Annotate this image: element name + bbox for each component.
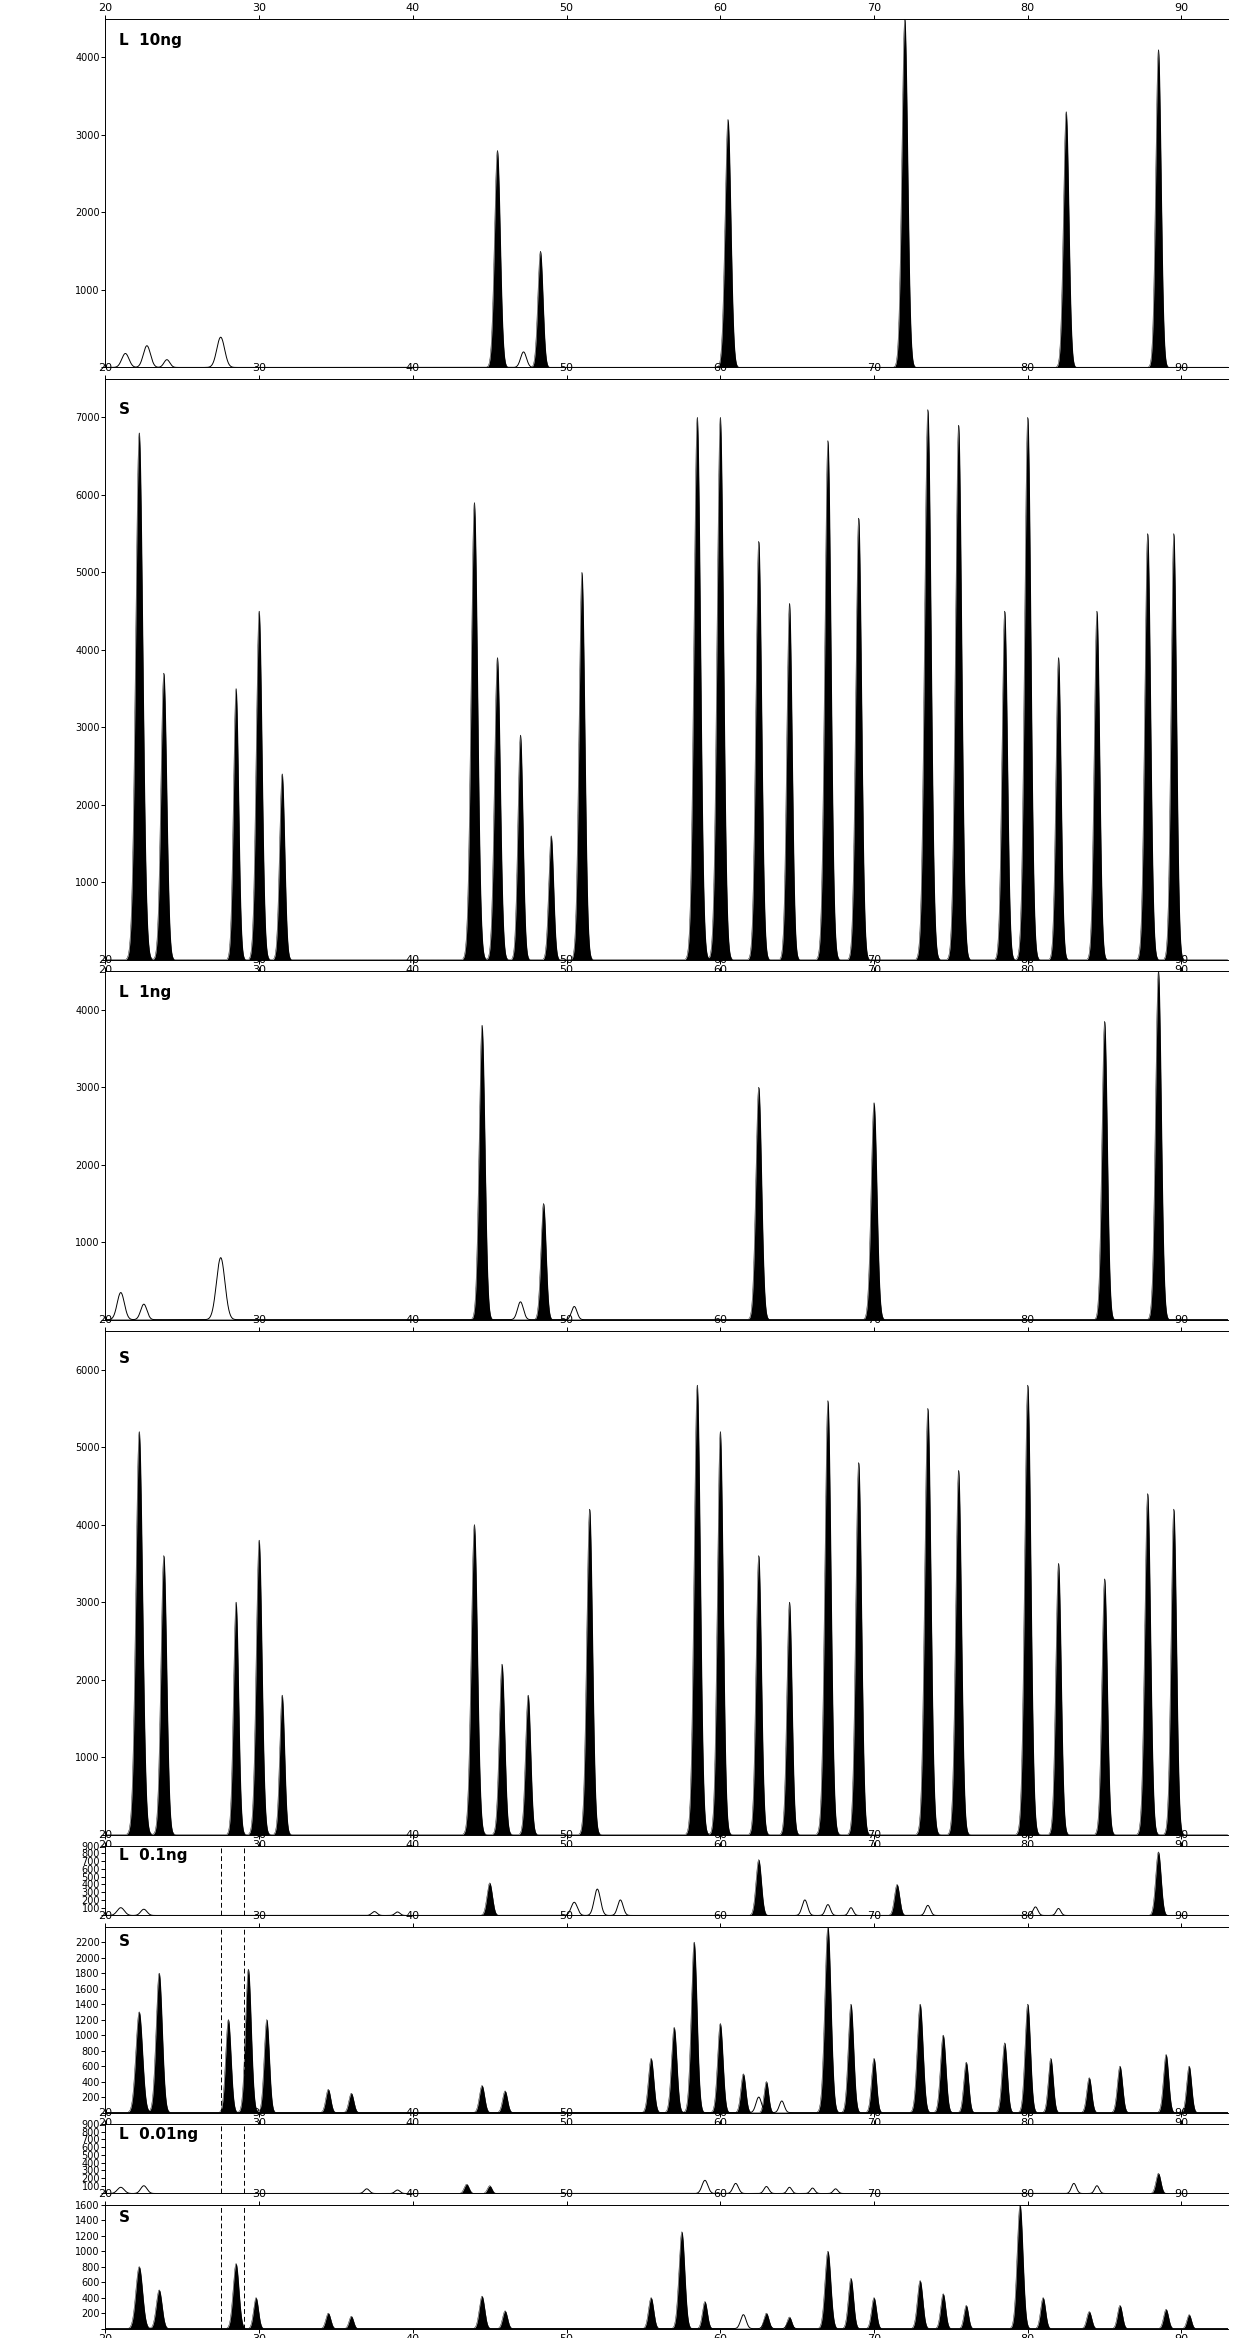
Text: L  1ng: L 1ng <box>119 984 171 1001</box>
Text: S: S <box>119 2209 130 2226</box>
Text: L  0.01ng: L 0.01ng <box>119 2128 198 2142</box>
Text: L  10ng: L 10ng <box>119 33 182 47</box>
Text: S: S <box>119 1351 130 1365</box>
Text: S: S <box>119 1934 130 1950</box>
Text: L  0.1ng: L 0.1ng <box>119 1849 187 1863</box>
Text: S: S <box>119 402 130 416</box>
